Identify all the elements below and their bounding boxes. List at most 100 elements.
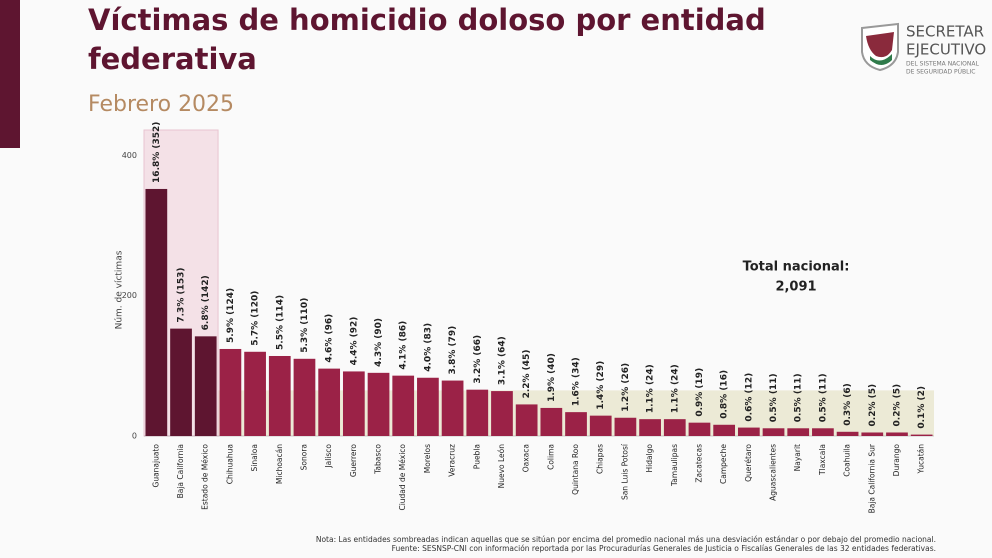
value-label: 4.6% (96) xyxy=(325,314,335,363)
chart-title: federativa xyxy=(88,42,257,76)
bar xyxy=(293,358,316,436)
value-label: 0.3% (6) xyxy=(843,383,853,426)
bar xyxy=(145,188,168,436)
x-tick-label: Morelos xyxy=(423,444,432,473)
x-tick-label: Aguascalientes xyxy=(769,444,778,501)
x-tick-label: Campeche xyxy=(719,444,728,484)
x-tick-label: Coahuila xyxy=(843,444,852,477)
bar xyxy=(367,372,390,436)
x-tick-label: Nayarit xyxy=(793,444,802,471)
value-label: 4.3% (90) xyxy=(374,318,384,367)
value-label: 1.4% (29) xyxy=(596,361,606,410)
bar xyxy=(441,380,464,436)
bar xyxy=(836,431,859,436)
value-label: 0.5% (11) xyxy=(769,373,779,422)
value-label: 0.6% (12) xyxy=(744,373,754,422)
y-tick-label: 400 xyxy=(122,151,137,160)
value-label: 0.8% (16) xyxy=(720,370,730,419)
bar xyxy=(910,434,933,436)
logo-map xyxy=(866,32,894,58)
accent-strip xyxy=(0,0,20,148)
logo-text: DEL SISTEMA NACIONAL xyxy=(906,61,979,68)
value-label: 0.5% (11) xyxy=(794,373,804,422)
y-tick-label: 0 xyxy=(132,432,137,441)
value-label: 3.1% (64) xyxy=(497,336,507,385)
bar xyxy=(713,424,736,436)
value-label: 2.2% (45) xyxy=(522,350,532,399)
x-tick-label: Colima xyxy=(546,444,555,470)
bar xyxy=(886,432,908,436)
note: Nota: Las entidades sombreadas indican a… xyxy=(316,535,936,544)
value-label: 3.8% (79) xyxy=(448,326,458,375)
bar xyxy=(392,375,415,436)
value-label: 5.3% (110) xyxy=(300,298,310,353)
x-tick-label: Sonora xyxy=(299,444,308,470)
value-label: 1.1% (24) xyxy=(670,364,680,413)
y-tick-label: 200 xyxy=(122,291,137,300)
x-tick-label: Hidalgo xyxy=(645,444,654,473)
logo: SECRETAR EJECUTIVO DEL SISTEMA NACIONAL … xyxy=(861,23,986,76)
value-label: 5.5% (114) xyxy=(275,295,285,350)
value-label: 1.1% (24) xyxy=(646,364,656,413)
value-label: 1.9% (40) xyxy=(547,353,557,402)
value-label: 0.1% (2) xyxy=(917,386,927,429)
annotation-label: Total nacional: xyxy=(743,260,850,275)
value-label: 7.3% (153) xyxy=(177,268,187,323)
x-tick-label: Michoacán xyxy=(275,444,284,484)
x-tick-label: Chiapas xyxy=(596,444,605,474)
bar xyxy=(194,336,217,436)
bar xyxy=(737,427,760,436)
bar xyxy=(318,368,341,436)
x-tick-label: San Luis Potosí xyxy=(620,443,629,500)
value-label: 1.6% (34) xyxy=(572,357,582,406)
bar xyxy=(170,328,192,436)
x-tick-label: Puebla xyxy=(472,444,481,469)
x-tick-label: Chihuahua xyxy=(225,444,234,484)
value-label: 1.2% (26) xyxy=(621,363,631,412)
x-tick-label: Nuevo León xyxy=(497,444,506,489)
value-label: 6.8% (142) xyxy=(201,275,211,330)
bar xyxy=(466,389,489,436)
x-tick-label: Veracruz xyxy=(448,444,457,477)
x-tick-label: Baja California Sur xyxy=(867,443,876,513)
x-tick-label: Tlaxcala xyxy=(818,444,827,476)
x-tick-label: Yucatán xyxy=(917,444,926,475)
x-tick-label: Tamaulipas xyxy=(670,444,679,487)
bar xyxy=(614,417,637,436)
x-tick-label: Tabasco xyxy=(374,444,383,475)
x-tick-label: Guerrero xyxy=(349,444,358,478)
bar xyxy=(219,348,242,436)
value-label: 4.4% (92) xyxy=(349,317,359,366)
bar xyxy=(515,404,538,436)
bar xyxy=(417,377,439,436)
value-label: 5.9% (124) xyxy=(226,288,236,343)
bar xyxy=(688,422,711,436)
bar xyxy=(787,428,810,436)
x-tick-label: Baja California xyxy=(176,444,185,498)
chart-subtitle: Febrero 2025 xyxy=(88,92,234,117)
value-label: 0.9% (19) xyxy=(695,368,705,417)
plot: 0 200 400 Guanajuato 16.8% (352) Baja Califor… xyxy=(122,122,934,513)
bar xyxy=(663,419,686,436)
x-tick-label: Guanajuato xyxy=(151,444,160,488)
value-label: 5.7% (120) xyxy=(251,291,261,346)
value-label: 0.5% (11) xyxy=(818,373,828,422)
logo-text: SECRETAR xyxy=(906,23,984,41)
x-tick-label: Jalisco xyxy=(324,444,333,469)
x-tick-label: Quintana Roo xyxy=(571,444,580,495)
bar xyxy=(540,407,563,436)
bar xyxy=(268,355,291,436)
x-tick-label: Querétaro xyxy=(744,444,753,482)
annotation-value: 2,091 xyxy=(775,280,816,295)
bar xyxy=(342,371,365,436)
value-label: 0.2% (5) xyxy=(892,384,902,427)
bar xyxy=(812,428,834,436)
chart-title: Víctimas de homicidio doloso por entidad xyxy=(88,3,766,37)
y-axis-label: Núm. de víctimas xyxy=(115,250,125,329)
bar xyxy=(861,432,884,436)
value-label: 3.2% (66) xyxy=(473,335,483,384)
note: Fuente: SESNSP-CNI con información repor… xyxy=(392,544,936,553)
bar xyxy=(565,412,587,436)
x-tick-label: Ciudad de México xyxy=(398,444,407,511)
value-label: 4.1% (86) xyxy=(399,321,409,370)
